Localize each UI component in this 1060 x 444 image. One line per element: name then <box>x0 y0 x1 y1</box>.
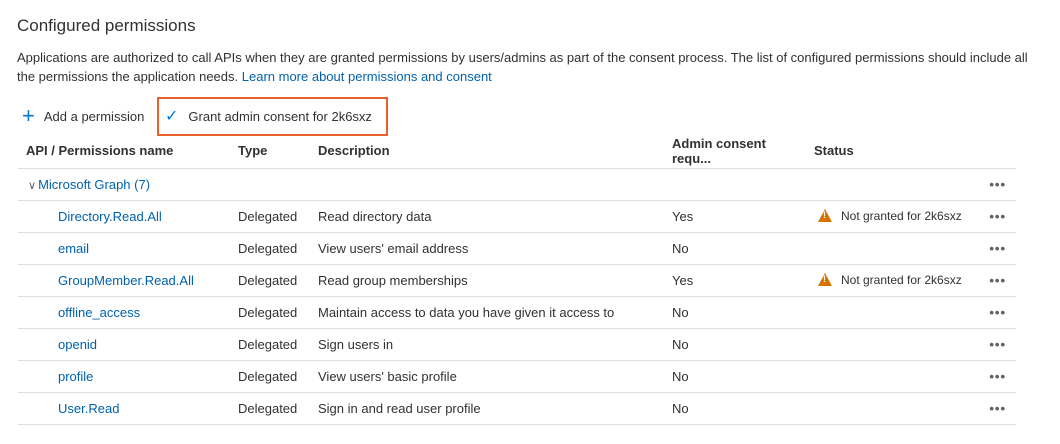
more-actions-button[interactable]: ••• <box>966 168 1016 201</box>
header-admin-consent[interactable]: Admin consent requ... <box>664 134 806 169</box>
checkmark-icon: ✓ <box>165 108 179 125</box>
status-cell <box>806 232 966 265</box>
table-row: email Delegated View users' email addres… <box>18 232 1016 265</box>
admin-consent-cell: No <box>664 328 806 361</box>
status-cell: Not granted for 2k6sxz <box>806 200 966 233</box>
type-cell: Delegated <box>230 392 310 425</box>
group-cell: ∨ Microsoft Graph (7) <box>18 168 966 201</box>
group-row: ∨ Microsoft Graph (7) ••• <box>18 168 1016 201</box>
status-cell <box>806 296 966 329</box>
type-cell: Delegated <box>230 200 310 233</box>
admin-consent-cell: No <box>664 232 806 265</box>
type-cell: Delegated <box>230 264 310 297</box>
type-cell: Delegated <box>230 296 310 329</box>
permission-link[interactable]: GroupMember.Read.All <box>58 272 194 288</box>
table-row: GroupMember.Read.All Delegated Read grou… <box>18 264 1016 297</box>
chevron-down-icon[interactable]: ∨ <box>28 179 37 192</box>
description-cell: Sign in and read user profile <box>310 392 664 425</box>
description-cell: Sign users in <box>310 328 664 361</box>
description-cell: Read directory data <box>310 200 664 233</box>
header-name[interactable]: API / Permissions name <box>18 134 230 169</box>
more-actions-button[interactable]: ••• <box>966 232 1016 265</box>
permission-link[interactable]: email <box>58 240 90 256</box>
permission-name-cell: offline_access <box>18 296 230 329</box>
status-cell <box>806 328 966 361</box>
plus-icon: + <box>22 103 35 128</box>
status-cell <box>806 392 966 425</box>
grant-admin-consent-button[interactable]: ✓ Grant admin consent for 2k6sxz <box>157 96 388 136</box>
table-row: User.Read Delegated Sign in and read use… <box>18 392 1016 425</box>
permission-link[interactable]: offline_access <box>58 304 141 320</box>
permission-name-cell: openid <box>18 328 230 361</box>
status-cell <box>806 360 966 393</box>
permission-link[interactable]: User.Read <box>58 400 120 416</box>
add-permission-button[interactable]: + Add a permission <box>18 96 157 136</box>
type-cell: Delegated <box>230 328 310 361</box>
more-actions-button[interactable]: ••• <box>966 200 1016 233</box>
type-cell: Delegated <box>230 232 310 265</box>
admin-consent-cell: Yes <box>664 264 806 297</box>
header-actions <box>966 134 1016 169</box>
grant-admin-consent-label: Grant admin consent for 2k6sxz <box>188 108 372 124</box>
more-actions-button[interactable]: ••• <box>966 264 1016 297</box>
permission-name-cell: GroupMember.Read.All <box>18 264 230 297</box>
more-actions-button[interactable]: ••• <box>966 296 1016 329</box>
permission-link[interactable]: openid <box>58 336 98 352</box>
status-text: Not granted for 2k6sxz <box>841 273 962 287</box>
more-actions-button[interactable]: ••• <box>966 328 1016 361</box>
table-row: Directory.Read.All Delegated Read direct… <box>18 200 1016 233</box>
table-row: openid Delegated Sign users in No ••• <box>18 328 1016 361</box>
warning-icon <box>818 273 832 286</box>
status-cell: Not granted for 2k6sxz <box>806 264 966 297</box>
permissions-table: API / Permissions name Type Description … <box>18 134 1016 425</box>
permission-link[interactable]: Directory.Read.All <box>58 208 162 224</box>
table-row: offline_access Delegated Maintain access… <box>18 296 1016 329</box>
permission-name-cell: profile <box>18 360 230 393</box>
more-actions-button[interactable]: ••• <box>966 392 1016 425</box>
status-text: Not granted for 2k6sxz <box>841 209 962 223</box>
admin-consent-cell: No <box>664 392 806 425</box>
learn-more-link[interactable]: Learn more about permissions and consent <box>241 69 492 84</box>
table-header: API / Permissions name Type Description … <box>18 134 1016 169</box>
header-status[interactable]: Status <box>806 134 966 169</box>
table-row: profile Delegated View users' basic prof… <box>18 360 1016 393</box>
more-actions-button[interactable]: ••• <box>966 360 1016 393</box>
permission-name-cell: email <box>18 232 230 265</box>
toolbar: + Add a permission ✓ Grant admin consent f… <box>18 96 388 136</box>
admin-consent-cell: No <box>664 296 806 329</box>
intro-text: Applications are authorized to call APIs… <box>17 48 1047 86</box>
page-title: Configured permissions <box>17 16 196 35</box>
permission-link[interactable]: profile <box>58 368 94 384</box>
permission-name-cell: Directory.Read.All <box>18 200 230 233</box>
permission-name-cell: User.Read <box>18 392 230 425</box>
description-cell: Read group memberships <box>310 264 664 297</box>
admin-consent-cell: No <box>664 360 806 393</box>
admin-consent-cell: Yes <box>664 200 806 233</box>
add-permission-label: Add a permission <box>43 108 145 124</box>
description-cell: View users' basic profile <box>310 360 664 393</box>
group-link-microsoft-graph[interactable]: Microsoft Graph (7) <box>38 176 151 192</box>
header-type[interactable]: Type <box>230 134 310 169</box>
description-cell: View users' email address <box>310 232 664 265</box>
warning-icon <box>818 209 832 222</box>
header-description[interactable]: Description <box>310 134 664 169</box>
description-cell: Maintain access to data you have given i… <box>310 296 664 329</box>
type-cell: Delegated <box>230 360 310 393</box>
intro-body: Applications are authorized to call APIs… <box>17 50 1028 84</box>
